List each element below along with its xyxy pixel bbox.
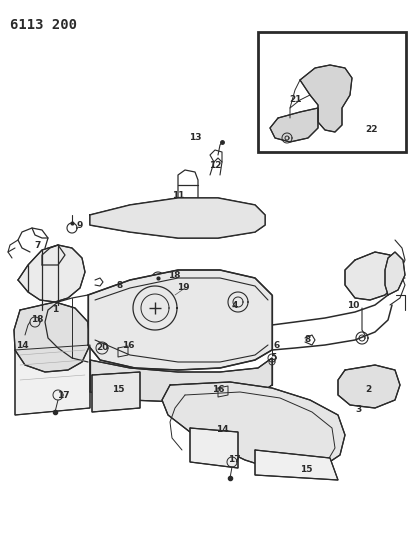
Text: 1: 1 <box>52 305 58 314</box>
Text: 3: 3 <box>355 406 361 415</box>
Text: 19: 19 <box>177 284 189 293</box>
Polygon shape <box>88 270 272 370</box>
Text: 20: 20 <box>96 343 108 352</box>
Polygon shape <box>345 252 398 300</box>
Text: 18: 18 <box>168 271 180 279</box>
Text: 17: 17 <box>228 456 240 464</box>
Polygon shape <box>162 382 345 470</box>
Text: 9: 9 <box>77 221 83 230</box>
Polygon shape <box>385 252 405 295</box>
Text: 4: 4 <box>232 301 238 310</box>
Text: 8: 8 <box>305 335 311 344</box>
Text: 8: 8 <box>117 280 123 289</box>
Polygon shape <box>92 372 140 412</box>
Text: 21: 21 <box>289 95 301 104</box>
Text: 22: 22 <box>366 125 378 134</box>
Text: 2: 2 <box>365 385 371 394</box>
Polygon shape <box>255 450 338 480</box>
Text: 14: 14 <box>16 341 28 350</box>
Text: 15: 15 <box>300 465 312 474</box>
Polygon shape <box>338 365 400 408</box>
Text: 18: 18 <box>31 316 43 325</box>
Polygon shape <box>270 108 318 142</box>
Text: 16: 16 <box>212 385 224 394</box>
Polygon shape <box>15 345 90 415</box>
Bar <box>258 32 406 152</box>
Polygon shape <box>18 245 85 302</box>
Text: 11: 11 <box>172 190 184 199</box>
Polygon shape <box>14 302 90 372</box>
Polygon shape <box>90 198 265 238</box>
Text: 12: 12 <box>209 160 221 169</box>
Text: 13: 13 <box>189 133 201 142</box>
Text: 5: 5 <box>270 353 276 362</box>
Polygon shape <box>300 65 352 132</box>
Text: 7: 7 <box>35 240 41 249</box>
Text: 17: 17 <box>57 391 69 400</box>
Text: 6: 6 <box>274 341 280 350</box>
Text: 15: 15 <box>112 385 124 394</box>
Polygon shape <box>190 428 238 468</box>
Text: 16: 16 <box>122 341 134 350</box>
Text: 6113 200: 6113 200 <box>10 18 77 32</box>
Polygon shape <box>90 358 272 402</box>
Text: 10: 10 <box>347 301 359 310</box>
Text: 14: 14 <box>216 425 228 434</box>
